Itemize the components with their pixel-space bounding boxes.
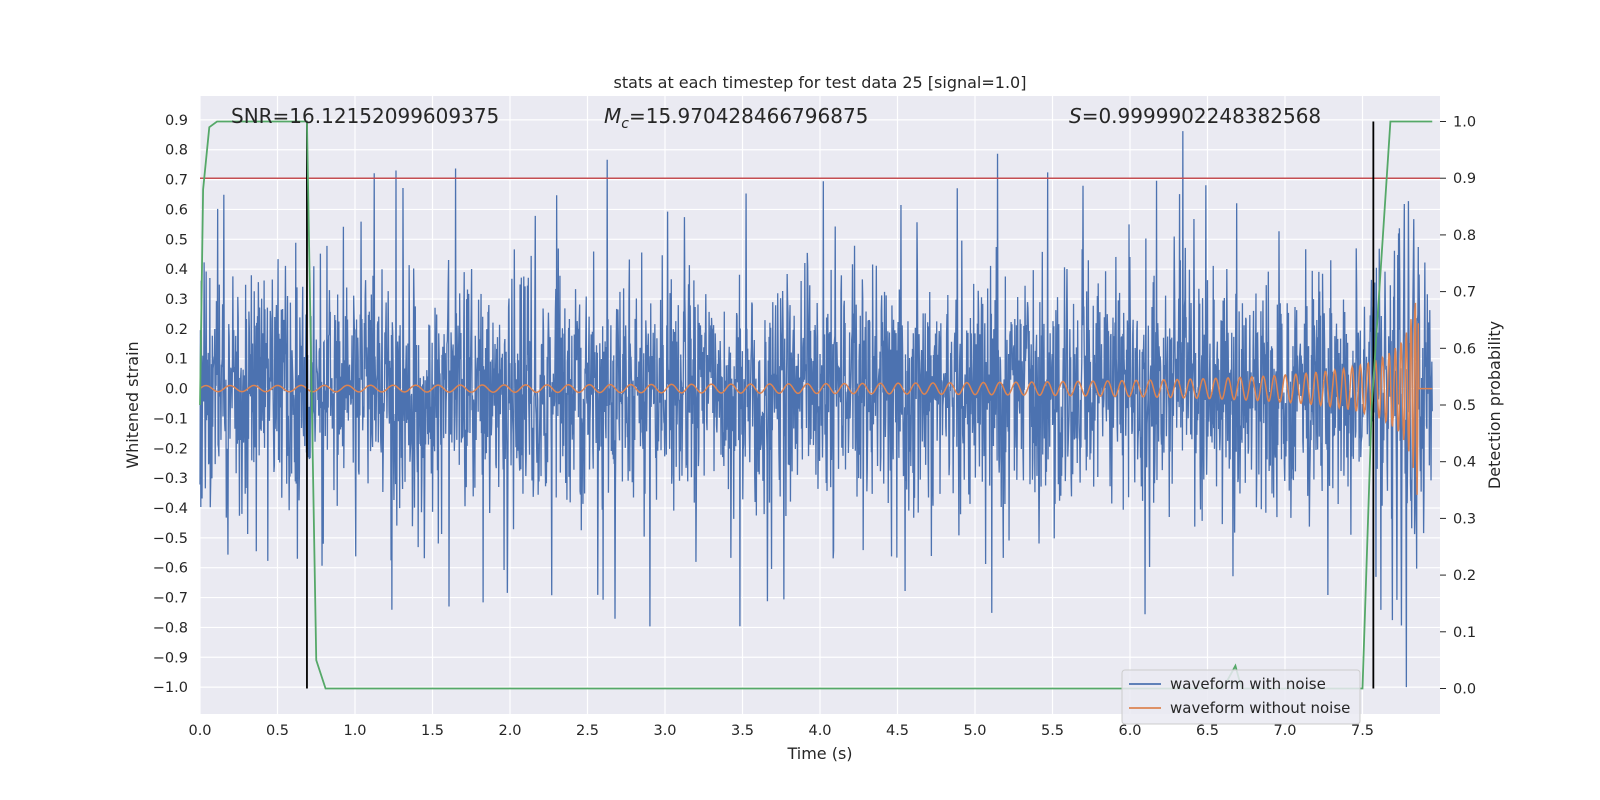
y-axis-label: Whitened strain <box>123 341 142 468</box>
x-tick-label: 7.5 <box>1351 723 1374 739</box>
y-tick-label: 0.0 <box>165 382 188 398</box>
y-tick-label: −0.7 <box>153 591 188 607</box>
y-tick-label: −0.5 <box>153 531 188 547</box>
y-tick-label: −0.2 <box>153 441 188 457</box>
x-tick-label: 4.0 <box>808 723 831 739</box>
y2-tick-label: 0.7 <box>1453 285 1476 301</box>
y-tick-label: 0.1 <box>165 352 188 368</box>
ticks-layer: 0.0 0.5 1.0 1.5 2.0 2.5 3.0 3.5 4.0 4.5 5.0 5.5 6.0 6… <box>153 113 1476 739</box>
y2-tick-label: 0.3 <box>1453 511 1476 527</box>
legend-label-clean: waveform without noise <box>1170 699 1350 717</box>
x-tick-label: 6.5 <box>1196 723 1219 739</box>
y-tick-label: −0.4 <box>153 501 188 517</box>
snr-annotation: SNR=16.12152099609375 <box>231 104 499 128</box>
y2-axis-label: Detection probability <box>1485 321 1504 489</box>
y-tick-label: 0.6 <box>165 202 188 218</box>
x-tick-label: 5.5 <box>1041 723 1064 739</box>
series-layer <box>199 120 1440 690</box>
x-axis-label: Time (s) <box>786 744 852 763</box>
y2-tick-label: 0.4 <box>1453 455 1476 471</box>
y2-tick-label: 1.0 <box>1453 115 1476 131</box>
y-tick-label: −0.1 <box>153 411 188 427</box>
legend-box <box>1121 669 1361 725</box>
y-tick-label: −0.8 <box>153 620 188 636</box>
y2-tick-label: 0.1 <box>1453 625 1476 641</box>
x-tick-label: 0.5 <box>266 723 289 739</box>
y-tick-label: −1.0 <box>153 680 188 696</box>
y-tick-label: −0.9 <box>153 650 188 666</box>
y2-tick-label: 0.0 <box>1453 681 1476 697</box>
y-tick-label: 0.9 <box>165 113 188 129</box>
x-tick-label: 4.5 <box>886 723 909 739</box>
y-tick-label: 0.7 <box>165 173 188 189</box>
y-tick-label: −0.6 <box>153 561 188 577</box>
chart-title: stats at each timestep for test data 25 … <box>614 73 1027 92</box>
waveform-without-noise-line <box>199 302 1433 495</box>
y-tick-label: 0.4 <box>165 262 188 278</box>
chirp-mass-annotation: Mc=15.970428466796875 <box>604 104 868 132</box>
score-annotation: S=0.9999902248382568 <box>1069 104 1321 128</box>
detection-probability-line <box>199 120 1433 690</box>
y2-tick-label: 0.6 <box>1453 341 1476 357</box>
x-tick-label: 1.5 <box>421 723 444 739</box>
x-tick-label: 3.0 <box>653 723 676 739</box>
y-tick-label: −0.3 <box>153 471 188 487</box>
y-tick-label: 0.2 <box>165 322 188 338</box>
x-tick-label: 7.0 <box>1273 723 1296 739</box>
x-tick-label: 0.0 <box>188 723 211 739</box>
y2-tick-label: 0.5 <box>1453 398 1476 414</box>
x-tick-label: 3.5 <box>731 723 754 739</box>
y2-tick-label: 0.8 <box>1453 228 1476 244</box>
x-tick-label: 1.0 <box>343 723 366 739</box>
x-tick-label: 5.0 <box>963 723 986 739</box>
y-tick-label: 0.3 <box>165 292 188 308</box>
y-tick-label: 0.5 <box>165 232 188 248</box>
y-tick-label: 0.8 <box>165 143 188 159</box>
x-tick-label: 2.0 <box>498 723 521 739</box>
legend-label-noise: waveform with noise <box>1170 675 1326 693</box>
y2-tick-label: 0.9 <box>1453 171 1476 187</box>
x-tick-label: 2.5 <box>576 723 599 739</box>
x-tick-label: 6.0 <box>1118 723 1141 739</box>
y2-tick-label: 0.2 <box>1453 568 1476 584</box>
legend: waveform with noise waveform without noi… <box>1121 669 1361 725</box>
